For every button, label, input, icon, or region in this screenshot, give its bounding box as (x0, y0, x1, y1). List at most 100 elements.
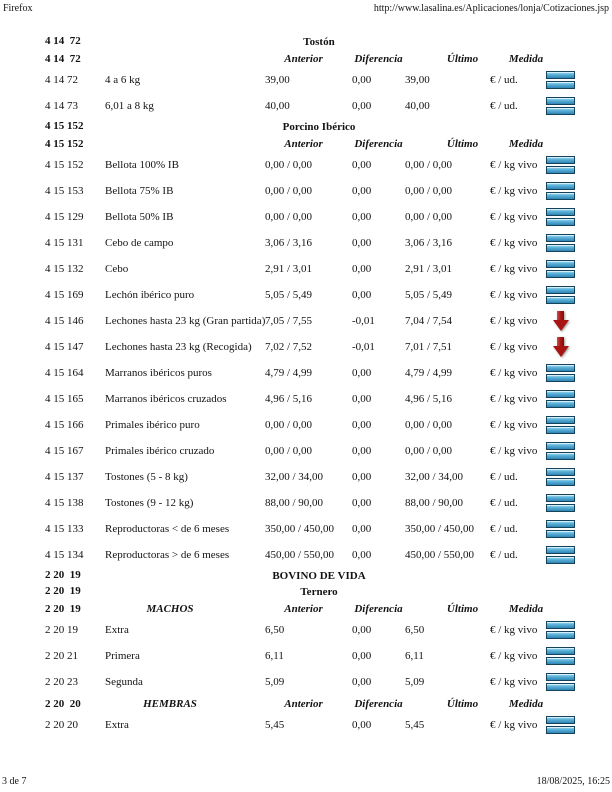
diferencia-value: 0,00 (352, 159, 372, 171)
medida-value: € / ud. (490, 74, 518, 86)
bar-top (546, 260, 575, 268)
header-name-cell: 2 20 19 MACHOS (45, 603, 265, 615)
page-url: http://www.lasalina.es/Aplicaciones/lonj… (373, 3, 609, 14)
row-name-cell: 4 15 138 Tostones (9 - 12 kg) (45, 497, 265, 509)
bar-top (546, 234, 575, 242)
price-history-bars-icon (546, 181, 575, 201)
row-icon-cell (546, 207, 575, 227)
arrow-head (552, 346, 569, 357)
row-name-cell: 4 15 167 Primales ibérico cruzado (45, 445, 265, 457)
bar-bottom (546, 400, 575, 408)
bar-top (546, 156, 575, 164)
ultimo-value: 0,00 / 0,00 (405, 159, 453, 171)
row-code: 4 14 73 (45, 100, 78, 112)
quote-row: 4 15 146 Lechones hasta 23 kg (Gran parti… (45, 308, 575, 334)
row-description: Primales ibérico cruzado (105, 445, 215, 457)
quote-row: 4 15 167 Primales ibérico cruzado 0,00 / 0… (45, 438, 575, 464)
row-description: Cebo de campo (105, 237, 174, 249)
row-code: 4 15 131 (45, 237, 84, 249)
group-code: 4 15 152 (45, 137, 84, 150)
ultimo-value: 450,00 / 550,00 (405, 549, 475, 561)
medida-value: € / kg vivo (490, 650, 538, 662)
row-name-cell: 4 15 152 Bellota 100% IB (45, 159, 265, 171)
column-header-anterior: Anterior (284, 52, 323, 65)
column-header-medida: Medida (508, 137, 544, 150)
quote-row: 4 15 164 Marranos ibéricos puros 4,79 / 4,… (45, 360, 575, 386)
diferencia-value: 0,00 (352, 419, 372, 431)
bar-bottom (546, 478, 575, 486)
row-icon-cell (546, 259, 575, 279)
section-code: 2 20 19 (45, 585, 81, 597)
column-header-ultimo: Último (446, 52, 479, 65)
price-history-bars-icon (546, 96, 575, 116)
diferencia-value: 0,00 (352, 393, 372, 405)
row-description: Reproductoras > de 6 meses (105, 549, 230, 561)
row-description: Lechón ibérico puro (105, 289, 195, 301)
row-icon-cell (546, 233, 575, 253)
row-icon-cell (546, 337, 575, 357)
medida-value: € / kg vivo (490, 445, 538, 457)
bar-bottom (546, 374, 575, 382)
medida-value: € / kg vivo (490, 676, 538, 688)
anterior-value: 5,09 (265, 676, 285, 688)
anterior-value: 2,91 / 3,01 (265, 263, 313, 275)
diferencia-value: 0,00 (352, 237, 372, 249)
price-history-bars-icon (546, 715, 575, 735)
section-title: BOVINO DE VIDA (272, 570, 366, 582)
ultimo-value: 0,00 / 0,00 (405, 185, 453, 197)
print-timestamp: 18/08/2025, 16:25 (536, 776, 610, 787)
ultimo-value: 0,00 / 0,00 (405, 419, 453, 431)
ultimo-value: 32,00 / 34,00 (405, 471, 464, 483)
bar-bottom (546, 81, 575, 89)
row-description: Primera (105, 650, 140, 662)
section-subtitle-row: 2 20 19 Ternero (45, 584, 575, 600)
diferencia-value: 0,00 (352, 549, 372, 561)
column-header-medida: Medida (508, 602, 544, 615)
bar-bottom (546, 166, 575, 174)
bar-top (546, 621, 575, 629)
column-header-anterior: Anterior (284, 137, 323, 150)
row-name-cell: 4 15 169 Lechón ibérico puro (45, 289, 265, 301)
ultimo-value: 5,45 (405, 719, 425, 731)
anterior-value: 0,00 / 0,00 (265, 419, 313, 431)
anterior-value: 39,00 (265, 74, 290, 86)
row-code: 4 15 169 (45, 289, 84, 301)
anterior-value: 88,00 / 90,00 (265, 497, 324, 509)
price-history-bars-icon (546, 207, 575, 227)
row-description: Lechones hasta 23 kg (Recogida) (105, 341, 252, 353)
column-header-diferencia: Diferencia (354, 602, 403, 615)
section-code: 4 15 152 (45, 120, 84, 132)
medida-value: € / kg vivo (490, 624, 538, 636)
group-label: HEMBRAS (143, 697, 197, 710)
row-code: 4 15 137 (45, 471, 84, 483)
bar-top (546, 182, 575, 190)
bar-bottom (546, 107, 575, 115)
row-description: Bellota 100% IB (105, 159, 179, 171)
row-icon-cell (546, 493, 575, 513)
quote-row: 4 15 166 Primales ibérico puro 0,00 / 0,00… (45, 412, 575, 438)
anterior-value: 0,00 / 0,00 (265, 211, 313, 223)
row-name-cell: 4 15 134 Reproductoras > de 6 meses (45, 549, 265, 561)
row-code: 4 15 147 (45, 341, 84, 353)
bar-bottom (546, 556, 575, 564)
price-history-bars-icon (546, 233, 575, 253)
price-history-bars-icon (546, 155, 575, 175)
ultimo-value: 2,91 / 3,01 (405, 263, 453, 275)
diferencia-value: 0,00 (352, 74, 372, 86)
bar-bottom (546, 726, 575, 734)
row-icon-cell (546, 646, 575, 666)
bar-bottom (546, 426, 575, 434)
price-history-bars-icon (546, 545, 575, 565)
anterior-value: 350,00 / 450,00 (265, 523, 335, 535)
row-icon-cell (546, 441, 575, 461)
column-header-ultimo: Último (446, 137, 479, 150)
section-code: 2 20 19 (45, 569, 81, 581)
bar-top (546, 71, 575, 79)
bar-bottom (546, 192, 575, 200)
quote-row: 4 15 134 Reproductoras > de 6 meses 450,00… (45, 542, 575, 568)
group-code: 4 14 72 (45, 52, 81, 65)
diferencia-value: 0,00 (352, 263, 372, 275)
bar-top (546, 208, 575, 216)
column-header-row: 2 20 20 HEMBRAS Anterior Diferencia Último Me… (45, 695, 575, 712)
